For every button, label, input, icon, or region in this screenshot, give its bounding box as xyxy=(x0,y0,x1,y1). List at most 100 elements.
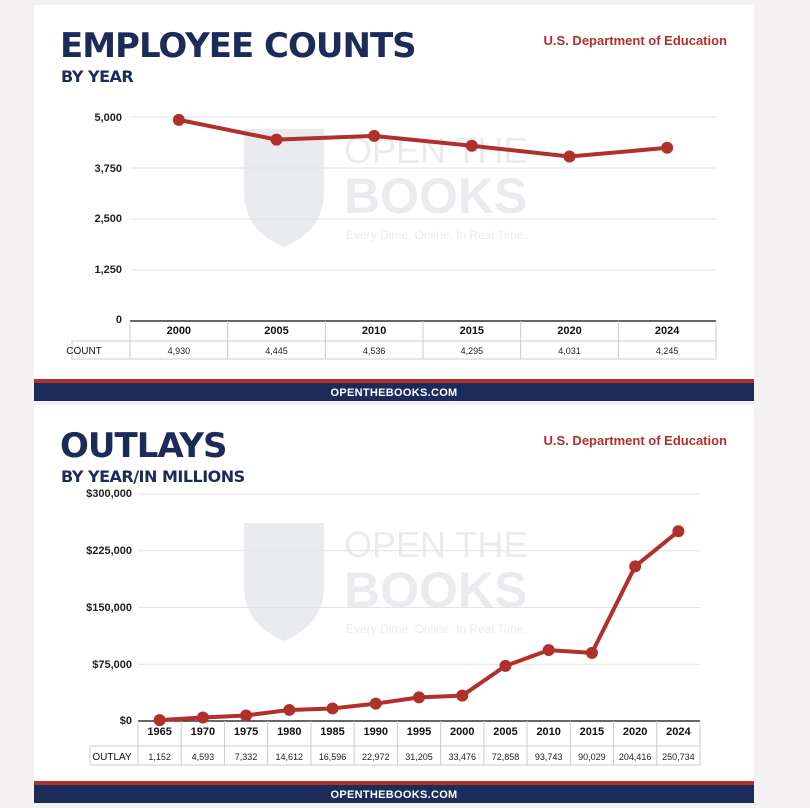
y-tick-label: $225,000 xyxy=(86,545,132,557)
data-point xyxy=(326,702,339,715)
watermark-tagline: Every Dime. Online. In Real Time. xyxy=(346,622,527,636)
x-tick-label: 2000 xyxy=(450,726,474,738)
data-point xyxy=(542,644,555,657)
x-tick-label: 1985 xyxy=(320,726,344,738)
employee-line-chart: 5,000 3,750 2,500 1,250 0 2000 4,930 2005 4… xyxy=(66,112,717,360)
x-tick-label: 1965 xyxy=(147,726,171,738)
data-point xyxy=(369,697,382,710)
row-label: OUTLAY xyxy=(92,752,132,763)
x-tick-label: 2010 xyxy=(536,726,560,738)
y-tick-label: 3,750 xyxy=(94,163,122,175)
watermark-line2: BOOKS xyxy=(344,562,527,618)
table-cell-value: 4,245 xyxy=(656,346,679,356)
outlays-panel: OPEN THE BOOKS Every Dime. Online. In Re… xyxy=(34,405,754,803)
data-point xyxy=(240,709,253,722)
data-point xyxy=(270,133,283,146)
y-tick-label: $0 xyxy=(120,715,132,727)
watermark-logo: OPEN THE BOOKS Every Dime. Online. In Re… xyxy=(244,129,527,247)
table-cell-value: 4,031 xyxy=(558,346,581,356)
table-cell-value: 1,152 xyxy=(148,752,171,762)
table-cell-value: 33,476 xyxy=(448,752,476,762)
y-axis-ticks: 5,000 3,750 2,500 1,250 0 xyxy=(94,112,122,326)
watermark-tagline: Every Dime. Online. In Real Time. xyxy=(346,228,527,242)
footer-bar: OPENTHEBOOKS.COM xyxy=(34,379,754,401)
table-cell-value: 4,536 xyxy=(363,346,386,356)
x-tick-label: 2020 xyxy=(557,325,581,337)
y-tick-label: $75,000 xyxy=(92,659,132,671)
x-tick-label: 1990 xyxy=(364,726,388,738)
footer-bar: OPENTHEBOOKS.COM xyxy=(34,781,754,803)
data-table: 2000 4,930 2005 4,445 2010 4,536 2015 4,295 2020… xyxy=(71,320,717,360)
table-cell-value: 7,332 xyxy=(235,752,258,762)
y-tick-label: 1,250 xyxy=(94,264,122,276)
watermark-logo: OPEN THE BOOKS Every Dime. Online. In Re… xyxy=(244,523,527,641)
x-tick-label: 2015 xyxy=(580,726,604,738)
data-point xyxy=(196,711,209,724)
row-label: COUNT xyxy=(66,346,102,357)
x-tick-label: 1995 xyxy=(407,726,431,738)
table-cell-value: 14,612 xyxy=(276,752,304,762)
y-tick-label: 0 xyxy=(116,314,122,326)
y-tick-label: $300,000 xyxy=(86,488,132,500)
footer-link[interactable]: OPENTHEBOOKS.COM xyxy=(330,387,458,399)
chart-title: EMPLOYEE COUNTS xyxy=(60,26,417,66)
table-cell-value: 22,972 xyxy=(362,752,390,762)
data-point xyxy=(172,113,185,126)
data-point xyxy=(672,525,685,538)
shield-icon xyxy=(244,129,324,247)
x-tick-label: 1975 xyxy=(234,726,258,738)
data-point xyxy=(661,141,674,154)
table-cell-value: 250,734 xyxy=(662,752,695,762)
table-cell-value: 4,593 xyxy=(192,752,215,762)
data-point xyxy=(499,659,512,672)
series-line xyxy=(172,113,674,163)
table-cell-value: 4,930 xyxy=(168,346,191,356)
data-point xyxy=(368,129,381,142)
x-tick-label: 1980 xyxy=(277,726,301,738)
footer-link[interactable]: OPENTHEBOOKS.COM xyxy=(330,789,458,801)
table-cell-value: 93,743 xyxy=(535,752,563,762)
chart-subtitle: BY YEAR/IN MILLIONS xyxy=(61,467,245,486)
x-tick-label: 2005 xyxy=(264,325,288,337)
x-tick-label: 1970 xyxy=(191,726,215,738)
data-point xyxy=(283,703,296,716)
source-label: U.S. Department of Education xyxy=(543,433,727,448)
series-line xyxy=(153,525,685,727)
table-cell-value: 90,029 xyxy=(578,752,606,762)
x-tick-label: 2005 xyxy=(493,726,517,738)
x-tick-label: 2015 xyxy=(460,325,484,337)
data-point xyxy=(456,689,469,702)
x-tick-label: 2000 xyxy=(167,325,191,337)
chart-title: OUTLAYS xyxy=(60,426,228,466)
y-tick-label: $150,000 xyxy=(86,602,132,614)
source-label: U.S. Department of Education xyxy=(543,33,727,48)
table-cell-value: 16,596 xyxy=(319,752,347,762)
table-cell-value: 72,858 xyxy=(492,752,520,762)
y-axis-ticks: $300,000 $225,000 $150,000 $75,000 $0 xyxy=(86,488,132,727)
employee-counts-panel: OPEN THE BOOKS Every Dime. Online. In Re… xyxy=(34,5,754,401)
x-tick-label: 2020 xyxy=(623,726,647,738)
data-point xyxy=(585,646,598,659)
x-tick-label: 2010 xyxy=(362,325,386,337)
shield-icon xyxy=(244,523,324,641)
series-path xyxy=(178,117,668,159)
grid-lines xyxy=(130,116,716,271)
grid-lines xyxy=(138,493,700,665)
y-tick-label: 2,500 xyxy=(94,213,122,225)
data-table: 1965 1,152 1970 4,593 1975 7,332 1980 14,612 198… xyxy=(89,720,701,766)
table-cell-value: 4,295 xyxy=(461,346,484,356)
x-tick-label: 2024 xyxy=(655,325,680,337)
data-point xyxy=(153,714,166,727)
x-tick-label: 2024 xyxy=(666,726,691,738)
outlays-line-chart: $300,000 $225,000 $150,000 $75,000 $0 19… xyxy=(86,488,701,766)
data-point xyxy=(413,691,425,704)
table-cell-value: 204,416 xyxy=(619,752,652,762)
watermark-line1: OPEN THE xyxy=(344,524,527,565)
chart-subtitle: BY YEAR xyxy=(61,67,134,86)
table-cell-value: 4,445 xyxy=(265,346,288,356)
y-tick-label: 5,000 xyxy=(94,112,122,124)
data-point xyxy=(629,560,642,573)
table-cell-value: 31,205 xyxy=(405,752,433,762)
data-point xyxy=(465,139,478,152)
watermark-line2: BOOKS xyxy=(344,168,527,224)
